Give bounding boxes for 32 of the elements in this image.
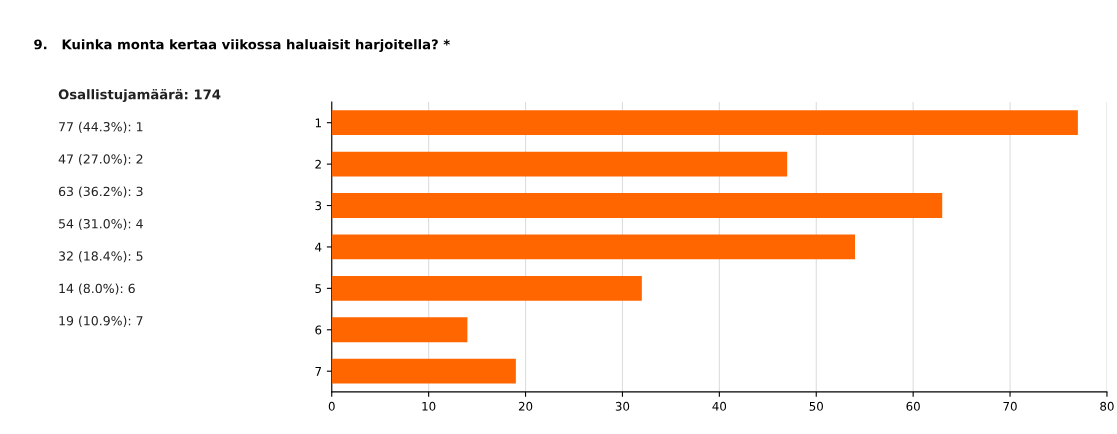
chart-title: 9. Kuinka monta kertaa viikossa haluaisit harjoitella? * [34, 39, 450, 53]
x-tick-label: 60 [906, 401, 920, 411]
text: Osallistujamäärä: 174 [58, 88, 221, 103]
text: 54 (31.0%): 4 [59, 218, 143, 230]
y-tick-label: 1 [315, 118, 321, 128]
text: 14 (8.0%): 6 [59, 283, 135, 295]
text: 77 (44.3%): 1 [59, 121, 143, 133]
x-tick-label: 40 [712, 401, 727, 411]
bar [331, 358, 516, 384]
y-tick-label: 7 [315, 367, 322, 376]
x-tick-label: 0 [328, 401, 335, 411]
bar [331, 275, 642, 301]
text: 19 (10.9%): 7 [59, 315, 143, 327]
x-tick-label: 50 [809, 401, 823, 411]
bar [331, 151, 788, 177]
text: 63 (36.2%): 3 [58, 186, 143, 198]
x-tick-label: 70 [1003, 401, 1017, 411]
y-tick-label: 4 [315, 242, 322, 252]
text: 47 (27.0%): 2 [58, 154, 143, 166]
y-tick-label: 5 [315, 284, 321, 294]
y-tick-label: 6 [315, 325, 322, 335]
y-tick-label: 3 [315, 201, 322, 211]
bar [331, 193, 943, 218]
x-tick-label: 10 [422, 401, 436, 411]
bar [331, 110, 1078, 136]
bar [331, 234, 856, 260]
y-tick-label: 2 [315, 159, 321, 169]
x-tick-label: 30 [615, 401, 630, 411]
x-tick-label: 80 [1100, 401, 1114, 411]
x-tick-label: 20 [518, 401, 533, 411]
text: 32 (18.4%): 5 [59, 251, 143, 263]
bar [331, 317, 468, 343]
